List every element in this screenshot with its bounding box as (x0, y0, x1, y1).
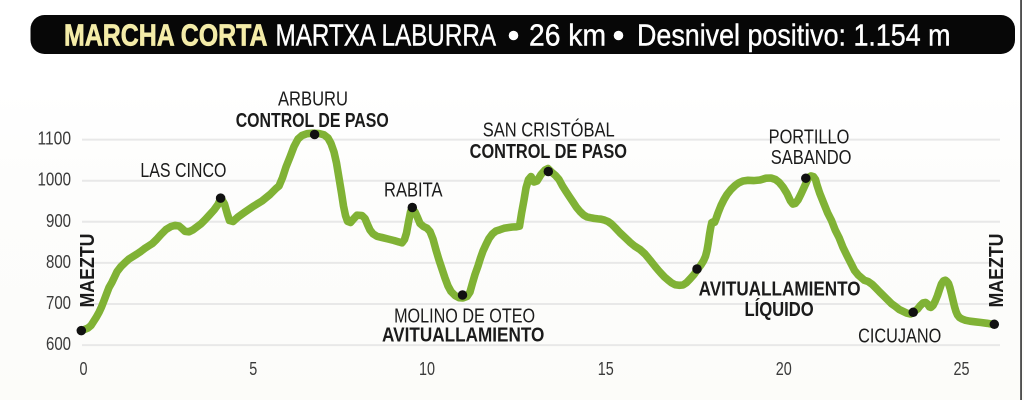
svg-text:MAEZTU: MAEZTU (985, 234, 1008, 308)
svg-text:LAS CINCO: LAS CINCO (140, 160, 226, 182)
svg-text:10: 10 (419, 358, 435, 379)
svg-text:MARTXA LABURRA: MARTXA LABURRA (276, 18, 497, 53)
svg-text:MAEZTU: MAEZTU (76, 234, 99, 308)
svg-text:1000: 1000 (38, 169, 72, 190)
svg-text:700: 700 (46, 292, 71, 313)
svg-text:600: 600 (46, 333, 71, 354)
svg-text:PORTILLO: PORTILLO (769, 126, 850, 148)
svg-text:Desnivel positivo: 1.154 m: Desnivel positivo: 1.154 m (637, 18, 951, 53)
svg-text:MARCHA CORTA: MARCHA CORTA (64, 18, 268, 53)
svg-text:SAN CRISTÓBAL: SAN CRISTÓBAL (483, 119, 615, 142)
svg-text:MOLINO DE OTEO: MOLINO DE OTEO (394, 305, 535, 327)
svg-text:AVITUALLAMIENTO: AVITUALLAMIENTO (699, 278, 861, 300)
svg-text:26 km: 26 km (529, 18, 606, 53)
svg-text:25: 25 (954, 358, 970, 379)
svg-text:ARBURU: ARBURU (278, 89, 348, 111)
svg-text:CONTROL DE PASO: CONTROL DE PASO (470, 141, 627, 163)
svg-text:CONTROL DE PASO: CONTROL DE PASO (236, 110, 389, 132)
svg-text:20: 20 (776, 358, 792, 379)
svg-text:15: 15 (598, 358, 614, 379)
svg-text:AVITUALLAMIENTO: AVITUALLAMIENTO (382, 325, 544, 347)
svg-text:5: 5 (249, 358, 257, 379)
svg-text:LÍQUIDO: LÍQUIDO (744, 298, 813, 321)
svg-text:RABITA: RABITA (384, 180, 443, 202)
svg-text:SABANDO: SABANDO (771, 147, 852, 169)
svg-text:800: 800 (46, 251, 71, 272)
svg-text:900: 900 (46, 210, 71, 231)
svg-text:1100: 1100 (38, 128, 72, 149)
svg-text:CICUJANO: CICUJANO (858, 325, 941, 347)
svg-text:0: 0 (80, 358, 88, 379)
